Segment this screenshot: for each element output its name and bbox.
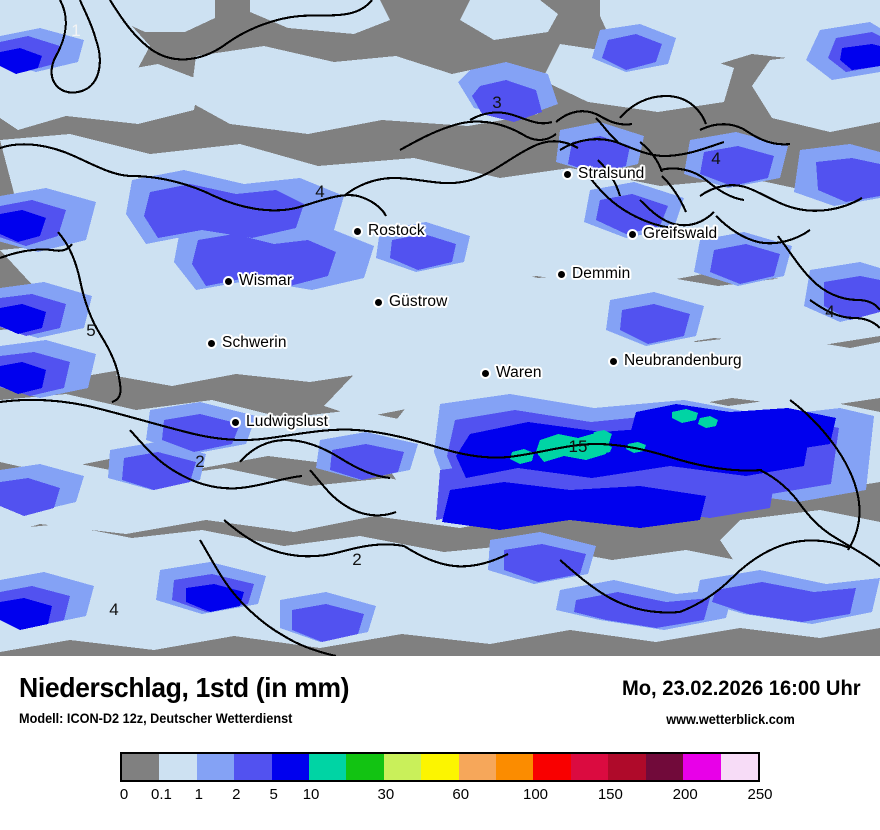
colorbar-segment-14 [645, 754, 684, 780]
road-number-label: 2 [195, 452, 205, 471]
city-dot-icon [480, 367, 491, 379]
colorbar-strip [120, 752, 760, 782]
city-label: Rostock [368, 222, 425, 239]
city-dot-icon [627, 228, 638, 240]
precipitation-map[interactable]: .c1{fill:#cde1f2} /* 0.1 - 1 mm light bl… [0, 0, 880, 656]
city-marker-demmin[interactable]: Demmin [556, 265, 630, 283]
city-dot-icon [352, 225, 363, 237]
road-number-label: 2 [352, 550, 362, 569]
colorbar-segment-1 [159, 754, 197, 780]
colorbar-segment-15 [683, 754, 721, 780]
colorbar-segment-4 [271, 754, 310, 780]
colorbar-tick: 0.1 [150, 786, 172, 803]
colorbar-segment-3 [234, 754, 272, 780]
city-dot-icon [556, 268, 567, 280]
city-marker-waren[interactable]: Waren [480, 364, 542, 382]
city-dot-icon [223, 275, 234, 287]
colorbar-tick: 100 [523, 786, 549, 803]
colorbar-segment-6 [346, 754, 384, 780]
colorbar-segment-11 [533, 754, 571, 780]
city-marker-neubrandenburg[interactable]: Neubrandenburg [608, 352, 742, 370]
city-marker-wismar[interactable]: Wismar [223, 272, 292, 290]
colorbar-tick: 10 [302, 786, 320, 803]
colorbar-segment-2 [196, 754, 235, 780]
footer-panel: Niederschlag, 1std (in mm) Modell: ICON-… [0, 656, 880, 830]
city-label: Demmin [572, 265, 631, 282]
colorbar-segment-10 [496, 754, 534, 780]
city-label: Greifswald [643, 225, 718, 242]
city-marker-greifswald[interactable]: Greifswald [627, 225, 717, 243]
city-label: Schwerin [222, 334, 287, 351]
city-marker-ludwigslust[interactable]: Ludwigslust [230, 413, 328, 431]
model-subtitle: Modell: ICON-D2 12z, Deutscher Wetterdie… [19, 711, 293, 726]
road-number-label: 4 [711, 149, 721, 168]
website-label: www.wetterblick.com [666, 712, 795, 727]
colorbar-tick: 60 [452, 786, 470, 803]
city-marker-guestrow[interactable]: Güstrow [373, 293, 447, 311]
city-label: Wismar [239, 272, 293, 289]
city-dot-icon [608, 355, 619, 367]
road-number-label: 3 [492, 93, 502, 112]
city-label: Güstrow [389, 293, 448, 310]
colorbar-tick: 2 [232, 786, 241, 803]
precip-band-10 [510, 409, 718, 464]
colorbar-segment-0 [122, 754, 160, 780]
map-raster-layer: .c1{fill:#cde1f2} /* 0.1 - 1 mm light bl… [0, 0, 880, 656]
road-number-label: 4 [825, 302, 835, 321]
page-title: Niederschlag, 1std (in mm) [19, 672, 350, 703]
city-label: Neubrandenburg [624, 352, 742, 369]
city-marker-stralsund[interactable]: Stralsund [562, 165, 644, 183]
colorbar-segment-7 [383, 754, 422, 780]
city-dot-icon [206, 337, 217, 349]
colorbar-segment-8 [421, 754, 459, 780]
colorbar-tick: 5 [269, 786, 278, 803]
city-dot-icon [230, 416, 241, 428]
city-label: Stralsund [578, 165, 645, 182]
coastline-and-borders [0, 0, 880, 656]
colorbar-segment-16 [720, 754, 758, 780]
colorbar-segment-5 [309, 754, 347, 780]
road-number-label: 1 [71, 21, 81, 40]
road-number-label: 15 [568, 437, 588, 456]
valid-datetime: Mo, 23.02.2026 16:00 Uhr [622, 677, 861, 700]
colorbar-segment-12 [570, 754, 609, 780]
city-marker-schwerin[interactable]: Schwerin [206, 334, 287, 352]
colorbar-tick: 250 [747, 786, 773, 803]
colorbar-tick: 1 [194, 786, 203, 803]
colorbar-tick: 30 [377, 786, 395, 803]
city-dot-icon [562, 168, 573, 180]
colorbar-tick: 200 [672, 786, 698, 803]
colorbar-segment-9 [458, 754, 497, 780]
city-label: Ludwigslust [246, 413, 329, 430]
colorbar-tick: 150 [597, 786, 623, 803]
colorbar-tick: 0 [119, 786, 129, 803]
city-label: Waren [496, 364, 542, 381]
city-dot-icon [373, 296, 384, 308]
precip-band-5 [0, 44, 880, 630]
road-number-label: 5 [86, 321, 96, 340]
road-number-label: 4 [109, 600, 119, 619]
colorbar-legend: 0 0.1 1 2 5 10 30 60 100 150 200 250 [0, 752, 880, 808]
road-number-label: 4 [315, 182, 325, 201]
colorbar-segment-13 [608, 754, 646, 780]
precip-band-0p1 [0, 0, 880, 652]
city-marker-rostock[interactable]: Rostock [352, 222, 425, 240]
colorbar-tick-labels: 0 0.1 1 2 5 10 30 60 100 150 200 250 [119, 782, 773, 808]
